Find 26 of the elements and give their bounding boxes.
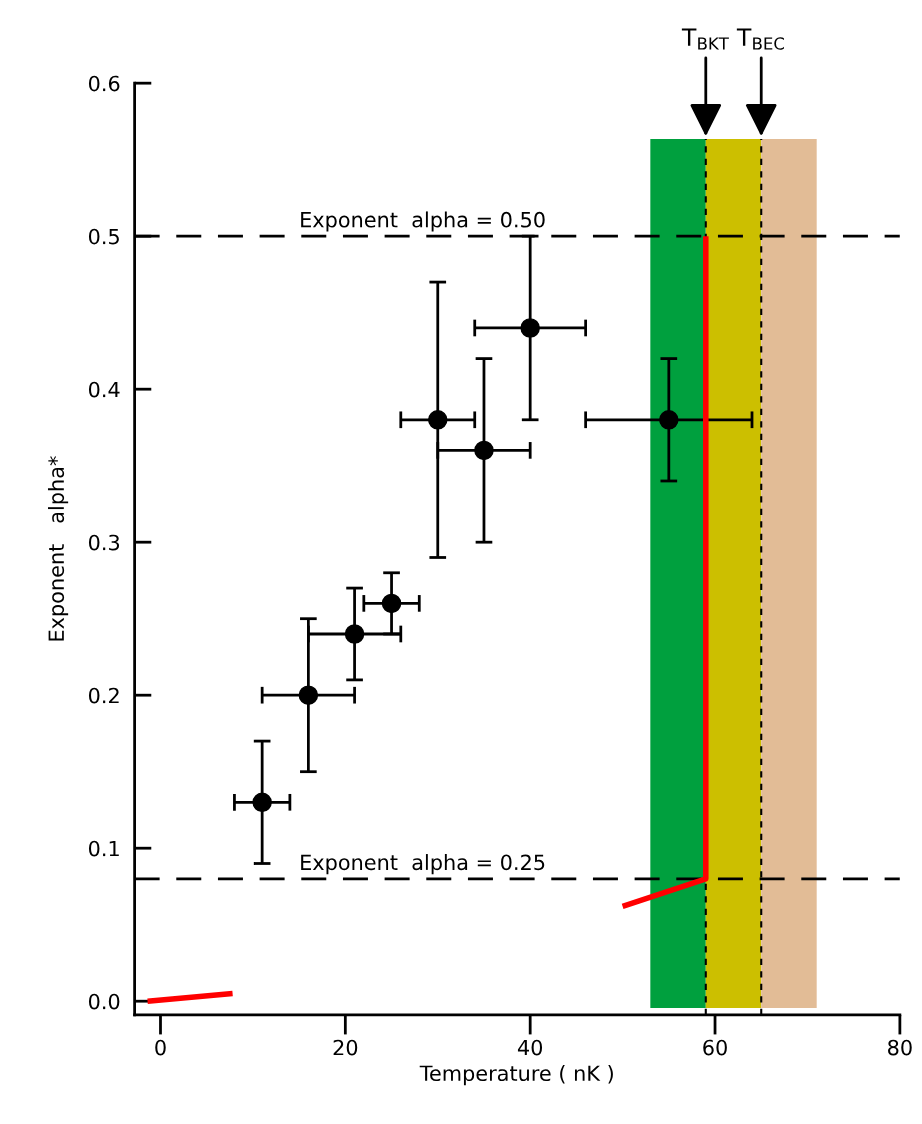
x-axis-title: Temperature ( nK ) [419,1065,613,1086]
y-axis-title: Exponent alpha* [47,456,69,641]
y-tick-label: 0.3 [88,534,120,551]
point [252,792,272,813]
x-tick-label: 60 [703,1039,727,1056]
x-tick-label: 80 [888,1039,912,1056]
point [659,410,679,430]
point [298,685,319,705]
ref-line-label: T$_{BEC}$ [736,28,784,50]
annotation: Exponent alpha = 0.25 [301,854,545,875]
ref-line-label: T$_{BKT}$ [681,28,729,50]
y-tick-label: 0.0 [88,993,120,1010]
point [344,624,365,644]
point [428,410,448,430]
y-tick-label: 0.6 [88,75,120,92]
y-tick-label: 0.4 [88,381,120,398]
x-tick-label: 40 [517,1039,543,1056]
y-tick-label: 0.1 [88,840,119,857]
point [381,593,402,614]
y-tick-label: 0.5 [88,228,119,245]
y-tick-label: 0.2 [88,687,119,704]
annotation: Exponent alpha = 0.50 [301,211,545,232]
x-tick-label: 0 [155,1039,166,1056]
x-tick-label: 20 [333,1039,358,1056]
point [520,318,540,338]
point [474,440,494,461]
